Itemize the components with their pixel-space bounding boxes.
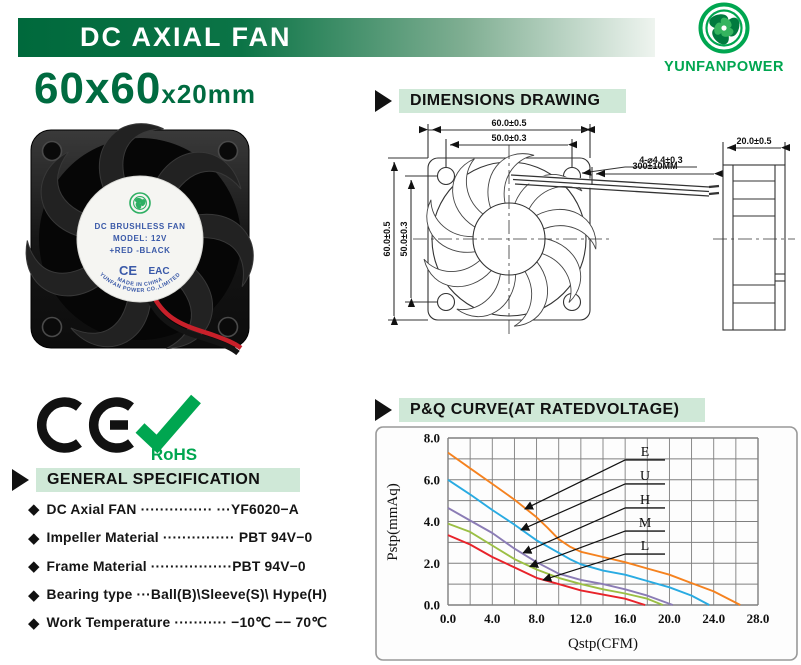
dim-height-inner: 50.0±0.3: [399, 222, 409, 257]
svg-text:16.0: 16.0: [614, 611, 637, 626]
diamond-bullet-icon: ◆: [28, 529, 40, 547]
spec-item-text: Frame Material ·················PBT 94V−…: [46, 558, 306, 574]
svg-text:MADE IN CHINA: MADE IN CHINA: [116, 276, 164, 288]
hub-eac-mark: EAC: [148, 266, 169, 277]
arrow-right-icon: [375, 90, 392, 112]
dim-holes: 4-⌀4.4±0.3: [639, 155, 682, 165]
size-main: 60x60: [34, 64, 162, 113]
mounting-hole: [217, 316, 239, 338]
series-label-H: H: [640, 493, 650, 508]
spec-item: ◆ Work Temperature ··········· −10℃ −− 7…: [28, 614, 358, 632]
section-specification-title: GENERAL SPECIFICATION: [36, 468, 301, 492]
ce-mark-icon: [36, 397, 134, 453]
spec-item-text: Work Temperature ··········· −10℃ −− 70℃: [46, 615, 327, 630]
svg-text:8.0: 8.0: [424, 431, 440, 446]
diamond-bullet-icon: ◆: [28, 501, 40, 518]
svg-text:4.0: 4.0: [424, 514, 440, 529]
arrow-right-icon: [375, 399, 392, 421]
red-wire: [151, 295, 243, 350]
dim-depth: 20.0±0.5: [737, 136, 772, 146]
page-title: DC AXIAL FAN: [80, 22, 292, 52]
x-axis-title: Qstp(CFM): [568, 636, 638, 652]
diamond-bullet-icon: ◆: [28, 615, 40, 632]
rohs-label: RoHS: [151, 445, 197, 464]
rohs-mark: RoHS: [130, 392, 210, 469]
svg-text:8.0: 8.0: [528, 611, 544, 626]
black-wire: [147, 298, 240, 355]
product-size-title: 60x60x20mm: [34, 64, 256, 114]
fan-product-photo: DC BRUSHLESS FAN MODEL: 12V +RED -BLACK …: [25, 122, 255, 355]
svg-text:12.0: 12.0: [569, 611, 592, 626]
hub-arc-text-inner: MADE IN CHINA: [116, 276, 163, 288]
mounting-hole: [41, 140, 63, 162]
svg-text:20.0: 20.0: [658, 611, 681, 626]
title-banner: DC AXIAL FAN: [18, 18, 655, 57]
mounting-hole: [41, 316, 63, 338]
brand-logo: YUNFANPOWER: [650, 2, 798, 75]
rohs-check-icon: RoHS: [135, 394, 201, 464]
dimensions-drawing: 60.0±0.5 50.0±0.3 60.0±0.5 50.0±0.3 4-⌀4…: [382, 118, 795, 335]
hub-text-line2: MODEL: 12V: [113, 234, 167, 243]
arrow-right-icon: [12, 469, 29, 491]
spec-item-text: Impeller Material ··············· PBT 94…: [46, 530, 313, 545]
spec-item: ◆ Impeller Material ··············· PBT …: [28, 529, 358, 547]
fan-hub-label: DC BRUSHLESS FAN MODEL: 12V +RED -BLACK …: [76, 175, 204, 303]
hub-ce-mark: CE: [119, 263, 137, 278]
svg-text:2.0: 2.0: [424, 556, 440, 571]
section-dimensions-title: DIMENSIONS DRAWING: [399, 89, 627, 113]
dim-height-outer: 60.0±0.5: [382, 222, 392, 257]
series-M: [447, 522, 664, 606]
spec-list: ◆ DC Axial FAN ··············· ···YF6020…: [28, 500, 358, 643]
svg-text:28.0: 28.0: [747, 611, 770, 626]
hub-text-line1: DC BRUSHLESS FAN: [95, 222, 186, 231]
series-label-E: E: [641, 445, 650, 460]
svg-text:4.0: 4.0: [484, 611, 500, 626]
hub-logo-icon: [129, 192, 151, 214]
dim-width-inner: 50.0±0.3: [492, 133, 527, 143]
series-label-M: M: [639, 516, 652, 531]
dim-wire-length: 300±10MM: [633, 161, 678, 171]
svg-text:0.0: 0.0: [424, 598, 440, 613]
brand-name: YUNFANPOWER: [664, 59, 784, 75]
chart-plot-area: 0.0 4.0 8.0 12.0 16.0 20.0 24.0 28.0 0.0 2.0 4.0 6.…: [424, 431, 770, 627]
spec-item: ◆ DC Axial FAN ··············· ···YF6020…: [28, 500, 358, 518]
spec-item-text: Bearing type ···Ball(B)\Sleeve(S)\ Hype(…: [46, 587, 328, 602]
size-sub: x20mm: [161, 79, 256, 109]
spec-item-text: DC Axial FAN ··············· ···YF6020−A: [46, 501, 299, 517]
hub-text-line3: +RED -BLACK: [109, 246, 170, 255]
section-pq-curve-title: P&Q CURVE(AT RATEDVOLTAGE): [399, 398, 706, 422]
series-H: [447, 507, 674, 606]
svg-text:24.0: 24.0: [702, 611, 725, 626]
mounting-hole: [217, 140, 239, 162]
series-label-U: U: [640, 469, 650, 484]
series-U: [447, 479, 710, 606]
spec-item: ◆ Frame Material ·················PBT 94…: [28, 557, 358, 575]
svg-text:6.0: 6.0: [424, 472, 440, 487]
section-dimensions-header: DIMENSIONS DRAWING: [375, 89, 627, 113]
fan-swirl-logo-icon: [698, 2, 750, 54]
section-specification-header: GENERAL SPECIFICATION: [12, 468, 301, 492]
spec-item: ◆ Bearing type ···Ball(B)\Sleeve(S)\ Hyp…: [28, 586, 358, 604]
certifications-block: RoHS: [28, 390, 358, 470]
dim-width-outer: 60.0±0.5: [492, 118, 527, 128]
diamond-bullet-icon: ◆: [28, 586, 40, 604]
y-axis-title: Pstp(mmAq): [385, 483, 401, 561]
section-pq-curve-header: P&Q CURVE(AT RATEDVOLTAGE): [375, 398, 706, 422]
pq-curve-chart: 0.0 4.0 8.0 12.0 16.0 20.0 24.0 28.0 0.0 2.0 4.0 6.…: [375, 426, 798, 661]
svg-text:0.0: 0.0: [440, 611, 456, 626]
diamond-bullet-icon: ◆: [28, 558, 40, 575]
series-label-L: L: [641, 539, 650, 554]
